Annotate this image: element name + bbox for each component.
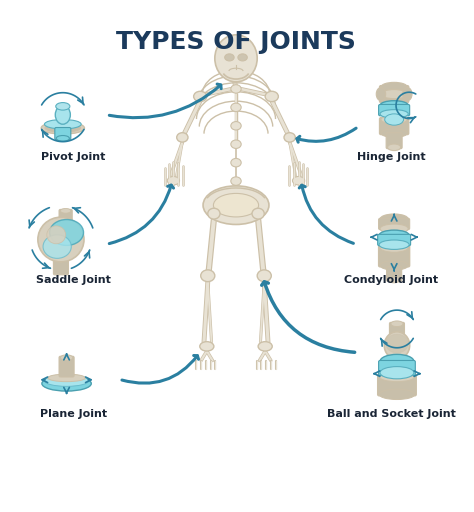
Ellipse shape xyxy=(45,375,89,387)
Ellipse shape xyxy=(384,332,410,359)
Ellipse shape xyxy=(376,88,386,101)
Text: Saddle Joint: Saddle Joint xyxy=(36,275,111,285)
FancyBboxPatch shape xyxy=(380,86,409,102)
Ellipse shape xyxy=(231,158,241,167)
FancyBboxPatch shape xyxy=(379,245,410,267)
Ellipse shape xyxy=(379,389,415,399)
Ellipse shape xyxy=(203,186,269,224)
Ellipse shape xyxy=(231,140,241,148)
Ellipse shape xyxy=(194,91,207,102)
Ellipse shape xyxy=(380,261,408,270)
Ellipse shape xyxy=(380,224,408,233)
FancyBboxPatch shape xyxy=(55,127,71,140)
Ellipse shape xyxy=(379,230,409,241)
FancyBboxPatch shape xyxy=(54,258,68,275)
Ellipse shape xyxy=(380,367,414,379)
Ellipse shape xyxy=(380,354,414,369)
FancyBboxPatch shape xyxy=(59,209,72,225)
Ellipse shape xyxy=(45,124,81,132)
FancyBboxPatch shape xyxy=(59,356,74,377)
Text: TYPES OF JOINTS: TYPES OF JOINTS xyxy=(116,30,356,54)
Ellipse shape xyxy=(61,208,71,213)
Ellipse shape xyxy=(177,133,188,142)
Ellipse shape xyxy=(215,35,257,82)
FancyBboxPatch shape xyxy=(378,374,416,396)
Ellipse shape xyxy=(231,195,241,204)
Ellipse shape xyxy=(201,270,215,282)
Ellipse shape xyxy=(380,243,408,252)
Ellipse shape xyxy=(208,208,220,219)
Ellipse shape xyxy=(61,355,73,360)
Ellipse shape xyxy=(386,334,408,353)
Ellipse shape xyxy=(225,54,234,61)
Ellipse shape xyxy=(231,121,241,130)
Ellipse shape xyxy=(391,321,403,327)
FancyBboxPatch shape xyxy=(379,218,410,230)
Ellipse shape xyxy=(167,177,180,185)
Ellipse shape xyxy=(50,220,83,245)
Text: Plane Joint: Plane Joint xyxy=(40,409,107,419)
Ellipse shape xyxy=(213,194,259,217)
Ellipse shape xyxy=(292,177,305,185)
Ellipse shape xyxy=(381,115,407,124)
Ellipse shape xyxy=(43,235,71,259)
FancyBboxPatch shape xyxy=(378,234,410,246)
FancyBboxPatch shape xyxy=(379,104,410,116)
Ellipse shape xyxy=(258,342,272,351)
Ellipse shape xyxy=(402,88,412,101)
Text: Hinge Joint: Hinge Joint xyxy=(357,153,426,162)
Text: Pivot Joint: Pivot Joint xyxy=(41,153,106,162)
Ellipse shape xyxy=(231,177,241,185)
Ellipse shape xyxy=(388,144,401,151)
Ellipse shape xyxy=(45,119,81,129)
Ellipse shape xyxy=(380,214,408,224)
Ellipse shape xyxy=(38,217,84,262)
FancyBboxPatch shape xyxy=(387,266,401,282)
Ellipse shape xyxy=(388,277,400,283)
Ellipse shape xyxy=(265,91,278,102)
Text: Condyloid Joint: Condyloid Joint xyxy=(344,275,438,285)
Ellipse shape xyxy=(284,133,295,142)
Ellipse shape xyxy=(381,90,407,99)
Ellipse shape xyxy=(380,101,408,110)
Ellipse shape xyxy=(41,122,84,134)
Ellipse shape xyxy=(252,208,264,219)
Ellipse shape xyxy=(385,114,403,125)
FancyBboxPatch shape xyxy=(386,133,402,148)
Ellipse shape xyxy=(238,54,247,61)
Ellipse shape xyxy=(231,103,241,112)
Ellipse shape xyxy=(379,371,415,381)
Ellipse shape xyxy=(380,110,408,118)
Ellipse shape xyxy=(379,240,409,249)
Ellipse shape xyxy=(56,102,70,110)
Ellipse shape xyxy=(381,82,407,92)
Ellipse shape xyxy=(55,105,70,124)
Ellipse shape xyxy=(56,136,69,141)
Ellipse shape xyxy=(231,84,241,93)
Ellipse shape xyxy=(47,226,65,244)
Text: Ball and Socket Joint: Ball and Socket Joint xyxy=(327,409,456,419)
Ellipse shape xyxy=(257,270,271,282)
Ellipse shape xyxy=(42,376,91,391)
FancyBboxPatch shape xyxy=(379,360,415,375)
FancyBboxPatch shape xyxy=(380,118,409,135)
Ellipse shape xyxy=(381,129,407,137)
Ellipse shape xyxy=(48,374,85,381)
Ellipse shape xyxy=(55,257,67,262)
Ellipse shape xyxy=(200,342,214,351)
FancyBboxPatch shape xyxy=(390,323,404,340)
